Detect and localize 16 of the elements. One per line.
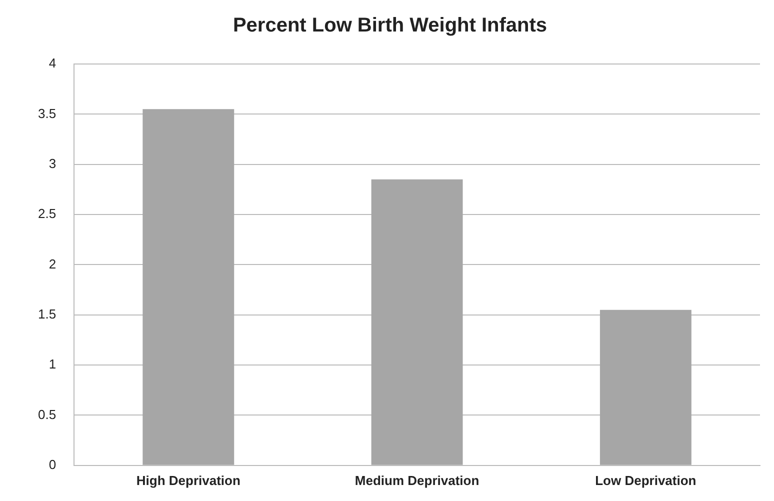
- y-tick-label: 0.5: [38, 406, 56, 422]
- y-tick-label: 0: [48, 456, 56, 472]
- x-tick-label: High Deprivation: [136, 472, 240, 488]
- y-tick-label: 3.5: [38, 106, 56, 121]
- y-tick-label: 1.5: [38, 306, 56, 322]
- y-tick-label: 2.5: [38, 206, 56, 222]
- x-tick-label: Low Deprivation: [595, 472, 696, 488]
- y-tick-label: 2: [48, 256, 56, 272]
- x-tick-label: Medium Deprivation: [354, 472, 480, 488]
- bar: [600, 310, 692, 465]
- bar: [371, 179, 463, 465]
- y-tick-label: 4: [48, 56, 56, 71]
- bar: [142, 109, 234, 465]
- y-tick-label: 3: [48, 156, 56, 171]
- chart-title: Percent Low Birth Weight Infants: [232, 14, 548, 37]
- y-tick-label: 1: [48, 356, 56, 372]
